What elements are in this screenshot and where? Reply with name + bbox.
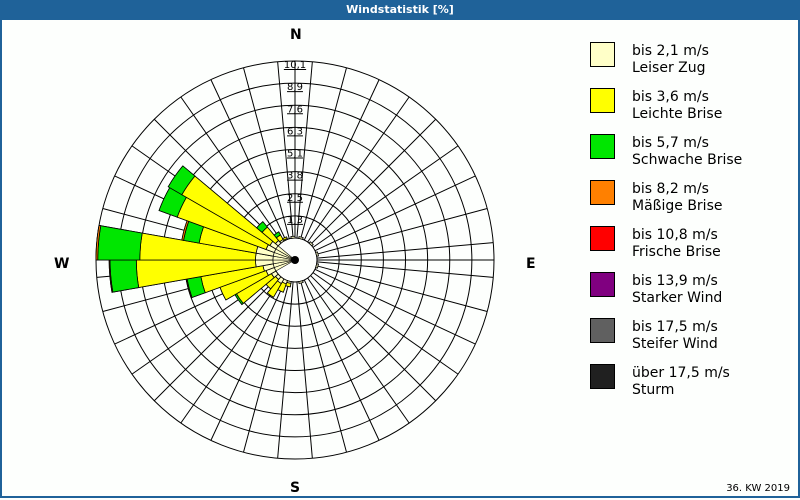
direction-west-label: W — [54, 256, 70, 272]
legend-range: bis 8,2 m/s — [632, 181, 709, 197]
legend-name: Schwache Brise — [632, 152, 743, 168]
legend-range: bis 17,5 m/s — [632, 319, 718, 335]
svg-text:1,3: 1,3 — [287, 215, 303, 226]
svg-text:8,9: 8,9 — [287, 82, 303, 93]
svg-text:3,8: 3,8 — [287, 171, 303, 182]
legend-range: bis 13,9 m/s — [632, 273, 718, 289]
legend-swatch — [590, 364, 615, 389]
legend-range: bis 2,1 m/s — [632, 43, 709, 59]
svg-text:5,1: 5,1 — [287, 149, 303, 160]
legend-name: Leiser Zug — [632, 60, 706, 76]
legend-swatch — [590, 226, 615, 251]
legend-range: bis 10,8 m/s — [632, 227, 718, 243]
legend-swatch — [590, 272, 615, 297]
chart-title: Windstatistik [%] — [0, 0, 800, 20]
legend-name: Steifer Wind — [632, 336, 718, 352]
legend-range: bis 3,6 m/s — [632, 89, 709, 105]
legend-range: über 17,5 m/s — [632, 365, 730, 381]
legend-range: bis 5,7 m/s — [632, 135, 709, 151]
legend-name: Starker Wind — [632, 290, 723, 306]
svg-text:10,1: 10,1 — [284, 60, 306, 71]
legend-name: Sturm — [632, 382, 675, 398]
legend-swatch — [590, 88, 615, 113]
direction-south-label: S — [290, 480, 301, 496]
legend-swatch — [590, 180, 615, 205]
legend-swatch — [590, 42, 615, 67]
legend-name: Frische Brise — [632, 244, 721, 260]
legend-swatch — [590, 318, 615, 343]
svg-text:7,6: 7,6 — [287, 104, 303, 115]
direction-east-label: E — [526, 256, 536, 272]
svg-text:2,5: 2,5 — [287, 193, 303, 204]
legend-name: Mäßige Brise — [632, 198, 723, 214]
svg-text:6,3: 6,3 — [287, 126, 303, 137]
legend-name: Leichte Brise — [632, 106, 723, 122]
week-label: 36. KW 2019 — [726, 483, 790, 494]
direction-north-label: N — [290, 27, 302, 43]
legend-swatch — [590, 134, 615, 159]
